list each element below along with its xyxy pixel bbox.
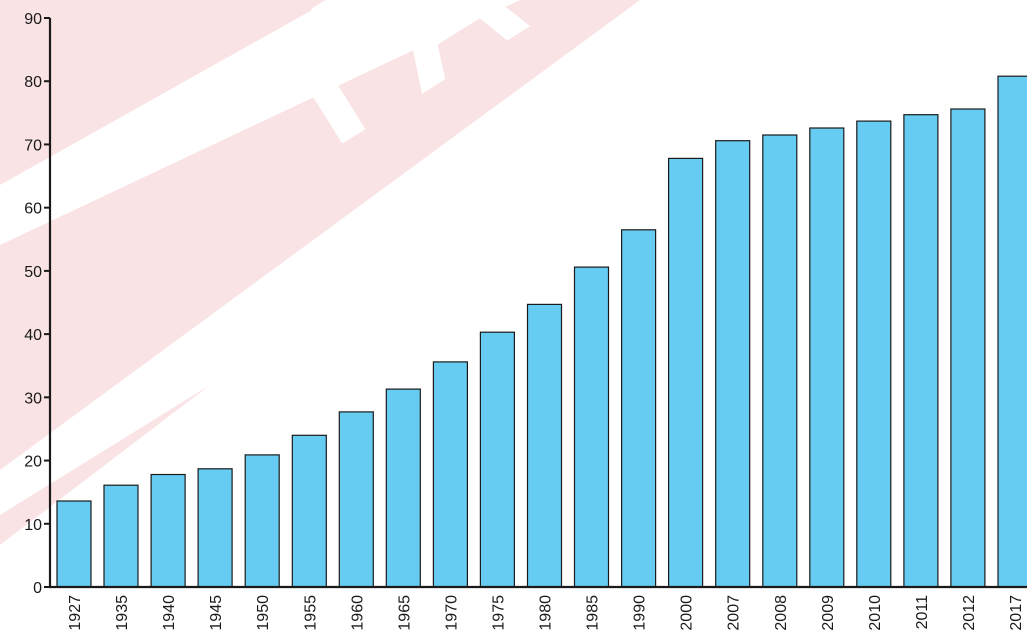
y-axis: 0 10 20 30 40 50 60 70 80 90 xyxy=(24,11,52,597)
watermark-band-upper xyxy=(0,0,330,185)
x-axis: 1927 1935 1940 1945 1950 1955 1960 1965 1970 1975… xyxy=(49,585,1027,631)
x-tick-label-2017: 2017 xyxy=(1008,595,1025,631)
y-tick-label-60: 60 xyxy=(24,201,42,218)
bar-2012 xyxy=(950,108,986,588)
bar-2000 xyxy=(667,157,704,588)
y-tick-label-30: 30 xyxy=(24,390,42,407)
x-tick-label-2009: 2009 xyxy=(820,595,837,631)
bar-1945 xyxy=(197,468,233,588)
bar-2009 xyxy=(809,127,845,588)
x-tick-label-1945: 1945 xyxy=(208,595,225,631)
bar-2010 xyxy=(856,120,892,588)
x-tick-label-1975: 1975 xyxy=(490,595,507,631)
x-tick-label-2000: 2000 xyxy=(679,595,696,631)
x-tick-label-2011: 2011 xyxy=(914,595,931,630)
bar-1955 xyxy=(291,434,327,588)
bars-group xyxy=(56,75,1027,588)
watermark-band-lower xyxy=(0,385,210,545)
watermark-band-main xyxy=(0,0,640,470)
bar-1970 xyxy=(432,361,468,588)
bar-1927 xyxy=(56,500,92,588)
bar-2008 xyxy=(762,134,798,588)
y-tick-label-10: 10 xyxy=(24,517,42,534)
x-tick-label-2010: 2010 xyxy=(867,595,884,631)
bar-1950 xyxy=(244,454,280,588)
bar-1965 xyxy=(385,388,421,588)
x-tick-label-2012: 2012 xyxy=(961,595,978,631)
x-tick-label-2008: 2008 xyxy=(773,595,790,631)
x-tick-label-2007: 2007 xyxy=(726,595,743,631)
x-tick-label-1970: 1970 xyxy=(443,595,460,631)
y-tick-label-50: 50 xyxy=(24,264,42,281)
bar-2011 xyxy=(903,114,939,588)
y-tick-label-80: 80 xyxy=(24,74,42,91)
y-tick-label-40: 40 xyxy=(24,327,42,344)
bar-2007 xyxy=(715,140,751,588)
x-tick-label-1955: 1955 xyxy=(302,595,319,631)
bar-1980 xyxy=(526,303,563,588)
x-tick-label-1940: 1940 xyxy=(161,595,178,631)
bar-1985 xyxy=(573,266,610,588)
x-tick-label-1965: 1965 xyxy=(396,595,413,631)
y-tick-label-0: 0 xyxy=(33,580,42,597)
x-tick-label-1985: 1985 xyxy=(585,595,602,631)
bar-1990 xyxy=(620,229,657,588)
y-tick-label-70: 70 xyxy=(24,137,42,154)
bar-1940 xyxy=(150,473,186,588)
x-tick-label-1950: 1950 xyxy=(255,595,272,631)
x-tick-label-1980: 1980 xyxy=(538,595,555,631)
x-tick-label-1990: 1990 xyxy=(632,595,649,631)
x-tick-label-1927: 1927 xyxy=(67,595,84,631)
bar-1960 xyxy=(338,411,374,588)
y-tick-label-20: 20 xyxy=(24,454,42,471)
x-tick-label-1960: 1960 xyxy=(349,595,366,631)
x-tick-label-1935: 1935 xyxy=(114,595,131,631)
bar-1935 xyxy=(103,484,139,588)
y-tick-label-90: 90 xyxy=(24,11,42,28)
bar-1975 xyxy=(479,331,515,588)
bar-2017 xyxy=(997,75,1027,588)
